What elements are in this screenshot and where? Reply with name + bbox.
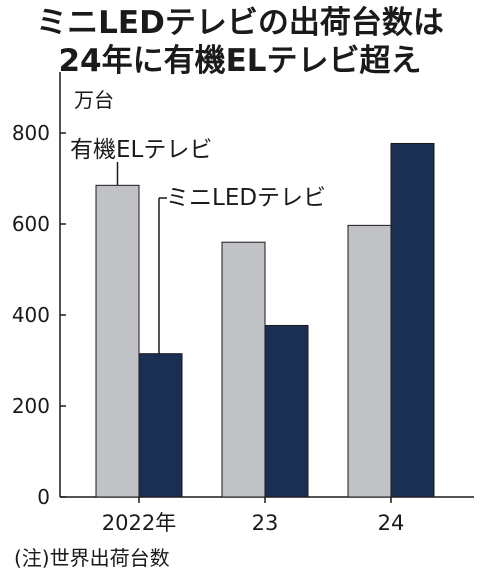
chart-axes: 0 200 400 600 800 万台: [12, 72, 474, 509]
y-tick-label: 0: [37, 485, 50, 509]
bar-oled-2: [347, 224, 392, 498]
y-tick-label: 400: [12, 303, 50, 327]
x-tick-label: 2022年: [102, 511, 176, 535]
footnote: (注)世界出荷台数: [14, 546, 170, 570]
chart-title-line-1: ミニLEDテレビの出荷台数は: [36, 5, 444, 41]
y-tick-label: 800: [12, 121, 50, 145]
chart-bars: [95, 142, 435, 498]
x-tick-label: 23: [252, 511, 279, 535]
bar-miniled-2: [390, 142, 435, 498]
y-tick-label: 600: [12, 212, 50, 236]
legend-label-oled: 有機ELテレビ: [70, 137, 212, 163]
y-unit-label: 万台: [74, 88, 114, 112]
bar-miniled-0: [138, 353, 183, 498]
chart-title-line-2: 24年に有機ELテレビ超え: [58, 43, 422, 79]
x-tick-label: 24: [378, 511, 405, 535]
bar-miniled-1: [264, 324, 309, 498]
bar-oled-0: [95, 184, 140, 498]
legend-label-miniled: ミニLEDテレビ: [166, 185, 326, 211]
y-tick-label: 200: [12, 394, 50, 418]
bar-oled-1: [221, 241, 266, 498]
